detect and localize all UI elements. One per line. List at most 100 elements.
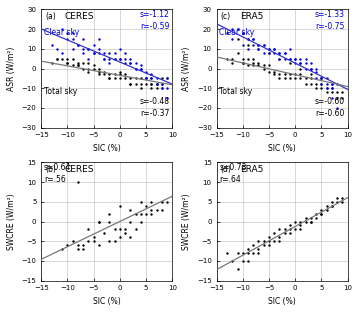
Point [240, 60, 246, 65]
Point [276, 50, 282, 55]
Point [54, 56, 60, 61]
Point [154, 82, 159, 87]
Point [313, 215, 319, 220]
Point [276, 239, 282, 244]
Point [75, 62, 81, 67]
Point [101, 72, 107, 77]
Point [235, 266, 241, 271]
Point [143, 76, 149, 81]
Point [256, 42, 261, 47]
Point [148, 211, 154, 216]
Point [340, 195, 345, 200]
Point [107, 50, 112, 55]
Point [308, 66, 314, 71]
Point [266, 239, 272, 244]
Point [245, 56, 251, 61]
Point [107, 211, 112, 216]
Text: (c): (c) [220, 12, 230, 21]
Point [96, 219, 102, 224]
Point [276, 56, 282, 61]
Point [49, 42, 55, 47]
Point [91, 235, 97, 240]
Point [122, 72, 128, 77]
Point [138, 66, 144, 71]
Point [308, 215, 314, 220]
Point [70, 62, 75, 67]
Text: s=0.73: s=0.73 [219, 163, 247, 172]
Point [224, 31, 230, 36]
Point [235, 27, 241, 32]
Point [266, 50, 272, 55]
Point [266, 50, 272, 55]
Point [107, 76, 112, 81]
Point [250, 62, 256, 67]
Point [287, 72, 293, 77]
Point [59, 247, 65, 252]
Point [133, 66, 139, 71]
Point [148, 199, 154, 204]
Point [101, 50, 107, 55]
Point [235, 27, 241, 32]
Point [271, 231, 277, 236]
Point [154, 86, 159, 91]
Point [329, 86, 335, 91]
Text: r=-0.60: r=-0.60 [316, 109, 345, 118]
Point [154, 76, 159, 81]
Point [117, 203, 123, 208]
Point [276, 50, 282, 55]
Point [250, 60, 256, 65]
Point [334, 90, 340, 95]
Point [91, 239, 97, 244]
Point [65, 60, 70, 65]
Point [59, 50, 65, 55]
Point [271, 46, 277, 51]
Point [138, 199, 144, 204]
Point [245, 62, 251, 67]
Point [117, 76, 123, 81]
Point [271, 70, 277, 75]
Point [271, 239, 277, 244]
Point [127, 235, 133, 240]
Text: CERES: CERES [65, 165, 94, 174]
Point [292, 56, 298, 61]
Point [318, 76, 324, 81]
Point [235, 37, 241, 42]
Point [245, 247, 251, 252]
Point [287, 46, 293, 51]
Point [138, 76, 144, 81]
Point [229, 60, 235, 65]
Point [303, 60, 308, 65]
Point [148, 207, 154, 212]
Point [318, 76, 324, 81]
Point [101, 56, 107, 61]
Point [164, 86, 170, 91]
Point [292, 76, 298, 81]
Point [54, 46, 60, 51]
Point [70, 46, 75, 51]
Point [75, 247, 81, 252]
Point [245, 42, 251, 47]
Point [287, 56, 293, 61]
Point [261, 42, 267, 47]
Point [318, 76, 324, 81]
Point [107, 76, 112, 81]
X-axis label: SIC (%): SIC (%) [93, 297, 121, 306]
Point [117, 227, 123, 232]
Point [240, 42, 246, 47]
Point [127, 76, 133, 81]
Point [107, 56, 112, 61]
Point [91, 50, 97, 55]
Point [298, 60, 303, 65]
Point [59, 27, 65, 32]
Point [133, 82, 139, 87]
Point [112, 227, 117, 232]
Point [75, 42, 81, 47]
Point [117, 56, 123, 61]
Point [245, 37, 251, 42]
Point [256, 239, 261, 244]
Point [235, 50, 241, 55]
Point [282, 72, 288, 77]
Point [154, 207, 159, 212]
Point [324, 76, 330, 81]
Point [75, 180, 81, 185]
